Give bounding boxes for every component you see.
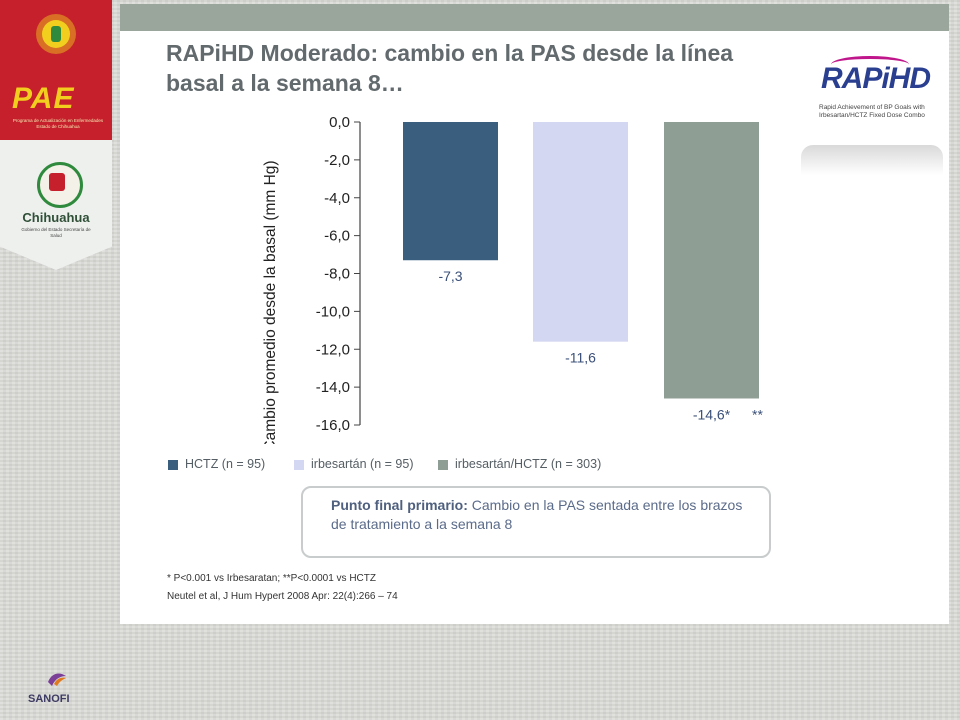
sanofi-logo-text: SANOFI <box>28 693 70 705</box>
bar-value-label: -7,3 <box>438 268 462 284</box>
bar-value-label: -11,6 <box>565 350 596 366</box>
pae-subtitle: Programa de Actualización en Enfermedade… <box>12 118 104 129</box>
legend-swatch-irbesartan <box>294 460 304 470</box>
legend-label-irbesartan: irbesartán (n = 95) <box>311 457 414 471</box>
bar-1 <box>403 122 498 261</box>
legend-swatch-hctz <box>168 460 178 470</box>
bar-3 <box>664 122 759 399</box>
bar-2 <box>533 122 628 342</box>
y-tick-label: 0,0 <box>329 114 350 131</box>
rapihd-logo: RAPiHD Rapid Achievement of BP Goals wit… <box>801 50 943 142</box>
y-tick-label: -2,0 <box>324 152 350 169</box>
pae-banner: PAE Programa de Actualización en Enferme… <box>0 0 112 140</box>
legend-label-hctz: HCTZ (n = 95) <box>185 457 266 471</box>
y-tick-label: -12,0 <box>316 341 350 358</box>
bar-significance-label: ** <box>752 406 763 422</box>
primary-endpoint-text: Punto final primario: Cambio en la PAS s… <box>331 496 751 534</box>
rapihd-logo-subtitle: Rapid Achievement of BP Goals with Irbes… <box>819 104 925 119</box>
rapihd-logo-word: RAPiHD <box>821 62 931 95</box>
slide-top-bar <box>120 4 949 31</box>
legend-swatch-combo <box>438 460 448 470</box>
slide-title: RAPiHD Moderado: cambio en la PAS desde … <box>166 40 734 96</box>
bar-value-label: -14,6* <box>693 406 731 422</box>
bar-chart: 0,0 -2,0 -4,0 -6,0 -8,0 -10,0 -12,0 -14,0 -16,0 C… <box>262 114 763 444</box>
y-tick-label: -16,0 <box>316 417 350 434</box>
sanofi-bird-icon <box>48 673 66 686</box>
primary-endpoint-description: Cambio en la PAS sentada entre los brazo… <box>331 497 743 532</box>
pae-emblem-center <box>51 26 61 42</box>
y-tick-label: -14,0 <box>316 379 350 396</box>
primary-endpoint-box: Punto final primario: Cambio en la PAS s… <box>301 486 771 558</box>
chihuahua-seal-center <box>49 173 65 191</box>
y-tick-label: -6,0 <box>324 228 350 245</box>
y-tick-label: -4,0 <box>324 190 350 207</box>
y-tick-label: -10,0 <box>316 303 350 320</box>
legend-label-combo: irbesartán/HCTZ (n = 303) <box>455 457 602 471</box>
y-tick-label: -8,0 <box>324 266 350 283</box>
y-axis-label: Cambio promedio desde la basal (mm Hg) <box>262 160 279 444</box>
chihuahua-subtitle: Gobierno del Estado Secretaría de Salud <box>21 227 91 238</box>
rapihd-logo-arc <box>831 56 909 73</box>
primary-endpoint-heading: Punto final primario: <box>331 497 468 513</box>
chihuahua-name: Chihuahua <box>22 210 90 225</box>
significance-footnote: * P<0.001 vs Irbesaratan; **P<0.0001 vs … <box>167 573 376 584</box>
reference-footnote: Neutel et al, J Hum Hypert 2008 Apr: 22(… <box>167 591 398 602</box>
pae-logo-text: PAE <box>12 82 75 115</box>
logo-shadow <box>801 145 943 175</box>
